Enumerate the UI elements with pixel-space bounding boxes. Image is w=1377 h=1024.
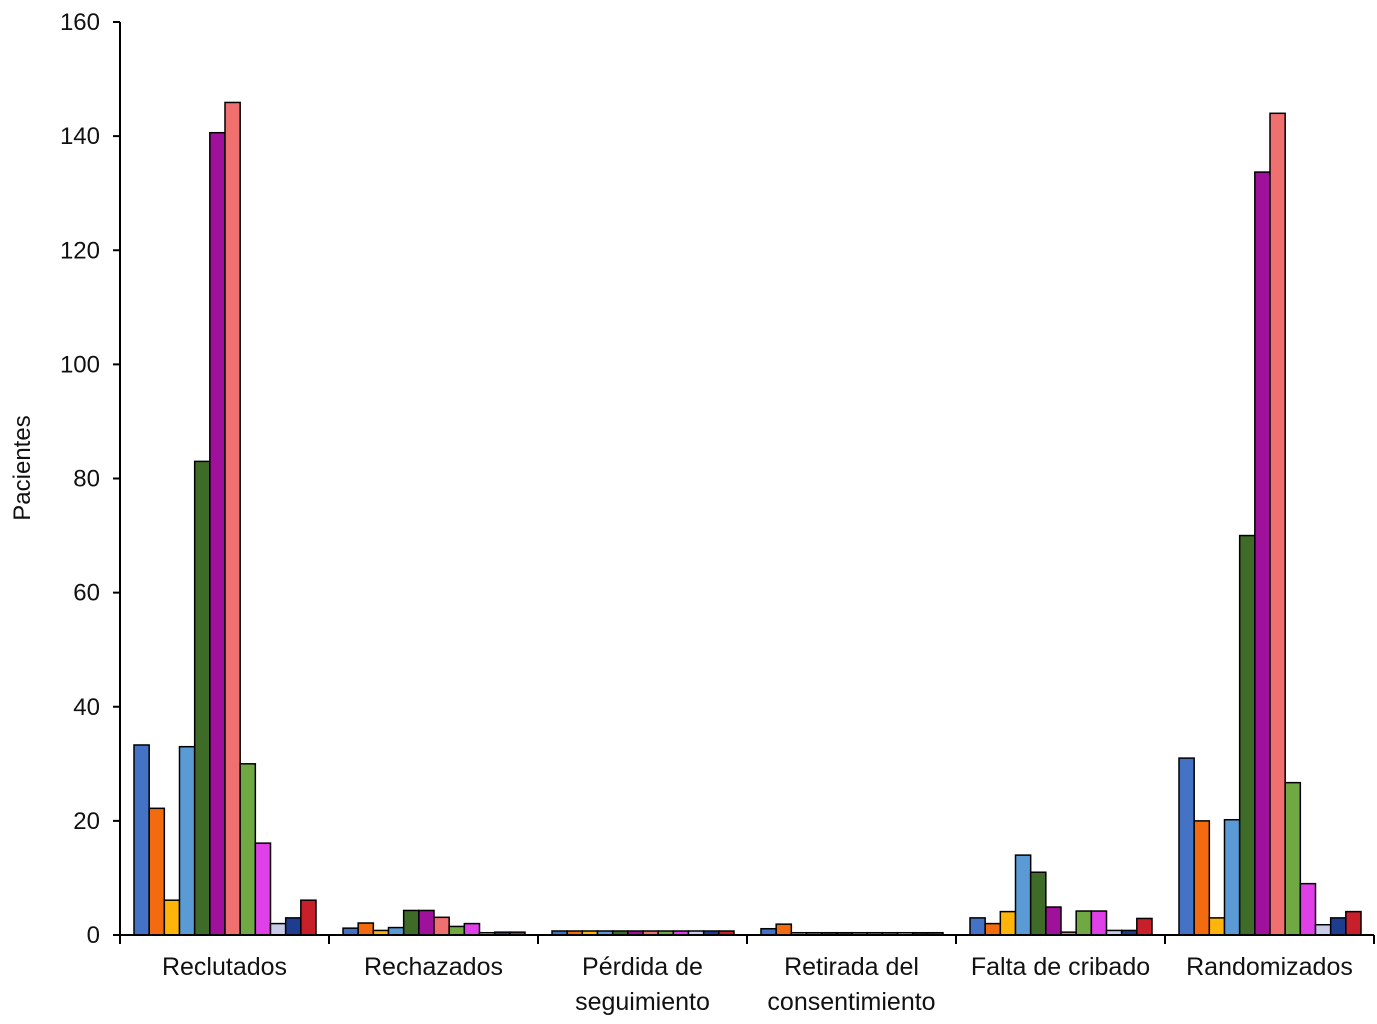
bar — [1269, 112, 1286, 936]
bar — [224, 101, 241, 936]
bar — [209, 131, 226, 936]
bar — [1345, 910, 1362, 936]
bar — [387, 926, 405, 936]
y-tick-label: 160 — [60, 9, 100, 36]
category-label-line: Pérdida de — [582, 953, 703, 981]
bar — [1136, 917, 1153, 936]
bar — [254, 842, 272, 936]
category-label: Reclutados — [162, 953, 287, 981]
bar — [193, 460, 211, 936]
bar — [433, 916, 450, 936]
bar — [969, 917, 986, 936]
bar — [1014, 854, 1032, 936]
bar — [1314, 923, 1332, 936]
bar — [342, 927, 359, 936]
y-tick-label: 120 — [60, 237, 100, 264]
y-tick-label: 0 — [87, 922, 100, 949]
bar — [1284, 781, 1302, 936]
bar — [448, 925, 466, 936]
bar — [1178, 757, 1195, 936]
category-label-line: Reclutados — [162, 953, 287, 981]
category-label-line: seguimiento — [575, 988, 710, 1016]
bar — [178, 745, 196, 936]
category-label: Retirada del consentimiento — [767, 953, 935, 1016]
category-label: Falta de cribado — [971, 953, 1150, 981]
category-label-line: Rechazados — [364, 953, 503, 981]
bar — [463, 922, 481, 936]
bar — [1254, 171, 1271, 936]
category-label: Randomizados — [1186, 953, 1353, 981]
bar — [300, 899, 317, 936]
bar — [1193, 820, 1211, 936]
bar — [1299, 882, 1317, 936]
category-label-line: Randomizados — [1186, 953, 1353, 981]
bar — [1045, 906, 1062, 936]
category-label: Rechazados — [364, 953, 503, 981]
bar — [284, 917, 302, 936]
bar — [1329, 917, 1347, 936]
bar — [1075, 910, 1093, 936]
category-label: Pérdida de seguimiento — [575, 953, 710, 1016]
bar — [163, 899, 181, 936]
category-labels: Reclutados Rechazados Pérdida de seguimient… — [162, 953, 1353, 1016]
bar — [1223, 818, 1241, 936]
bar — [402, 909, 420, 936]
y-tick-label: 60 — [73, 580, 100, 607]
category-label-line: consentimiento — [767, 988, 935, 1016]
y-tick-label: 100 — [60, 351, 100, 378]
y-tick-label: 140 — [60, 123, 100, 150]
bar — [133, 744, 150, 936]
bar — [357, 922, 375, 936]
bar — [418, 909, 435, 936]
category-label-line: Retirada del — [784, 953, 919, 981]
x-ticks — [119, 935, 1375, 944]
bars-layer — [133, 101, 1362, 936]
bar — [269, 922, 287, 936]
bar — [1090, 910, 1108, 936]
y-tick-label: 20 — [73, 808, 100, 835]
y-axis-title: Pacientes — [9, 415, 36, 520]
bar — [984, 922, 1002, 936]
category-label-line: Falta de cribado — [971, 953, 1150, 981]
y-ticks: 0 20 40 60 80 100 120 140 160 — [60, 9, 120, 949]
bar — [148, 807, 166, 936]
bar — [1029, 871, 1047, 936]
y-tick-label: 40 — [73, 694, 100, 721]
bar — [999, 910, 1017, 936]
bar — [1208, 917, 1226, 936]
y-tick-label: 80 — [73, 466, 100, 493]
bar — [239, 763, 257, 936]
bar — [775, 923, 793, 936]
bar — [1238, 534, 1256, 936]
